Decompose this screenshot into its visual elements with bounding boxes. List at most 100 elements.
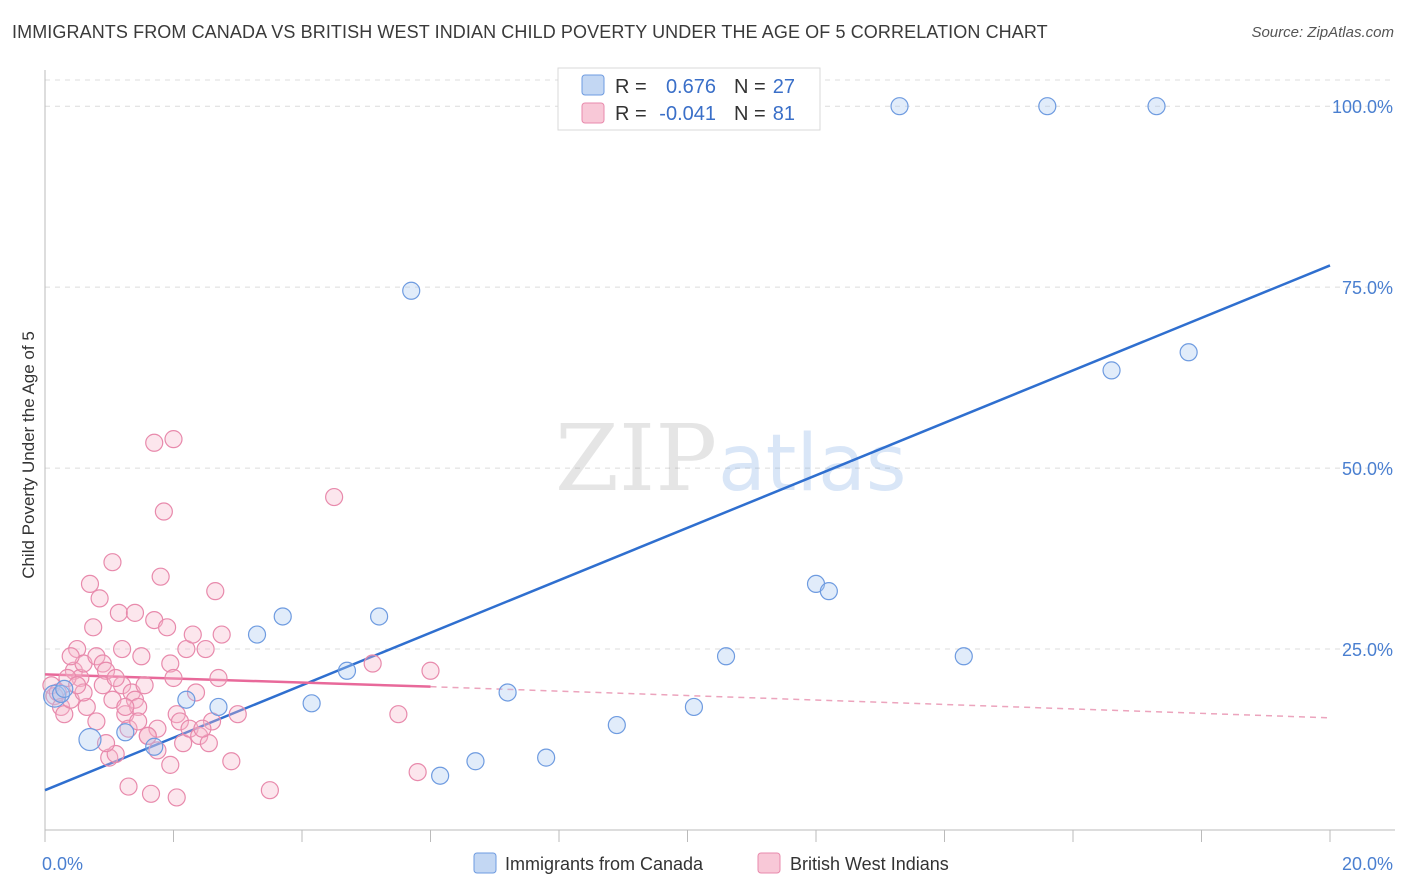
pink-point [129, 712, 148, 731]
pink-point [125, 603, 145, 622]
x-tick-label-min: 0.0% [42, 854, 83, 874]
blue-point [1038, 97, 1057, 116]
x-tick-labels: 0.0% 20.0% [42, 854, 1393, 874]
legend-swatch-blue [581, 74, 605, 96]
blue-point [1179, 343, 1198, 362]
legend-n-label-1: N = [734, 76, 766, 98]
blue-point [716, 647, 736, 666]
blue-point [247, 625, 267, 644]
blue-point [466, 752, 485, 771]
legend-n-value-1: 27 [773, 76, 795, 98]
blue-point [498, 683, 517, 702]
pink-point [209, 668, 228, 688]
legend-n-value-2: 81 [773, 103, 795, 125]
blue-point [819, 582, 838, 601]
pink-point [84, 618, 103, 637]
legend-r-value-1: 0.676 [666, 76, 716, 98]
blue-point [1102, 361, 1121, 380]
pink-point [80, 574, 100, 594]
pink-point [138, 726, 157, 746]
blue-point [954, 647, 973, 666]
pink-point [132, 647, 151, 666]
pink-point [112, 639, 132, 659]
x-tick-label-max: 20.0% [1342, 854, 1393, 874]
pink-point [106, 668, 125, 688]
pink-point [151, 567, 170, 586]
pink-point [109, 603, 128, 622]
trend-line-bwi-solid [44, 673, 431, 688]
blue-point [43, 684, 67, 708]
pink-point [58, 668, 77, 688]
pink-point [129, 697, 148, 717]
pink-point [325, 487, 344, 507]
trend-lines [44, 264, 1331, 792]
y-tick-label-3: 100.0% [1332, 97, 1393, 117]
pink-point [112, 676, 132, 695]
blue-point [55, 679, 74, 698]
pink-point [148, 719, 167, 738]
watermark-atlas: atlas [718, 419, 907, 509]
blue-point [116, 723, 135, 742]
series-immigrants-from-canada [43, 97, 1198, 785]
blue-point [337, 661, 357, 680]
axes [44, 70, 1395, 842]
legend-r-label-2: R = [615, 103, 647, 125]
pink-point [77, 697, 96, 717]
pink-point [167, 788, 186, 807]
pink-point [61, 647, 80, 666]
pink-point [206, 582, 225, 601]
pink-point [141, 784, 161, 803]
pink-point [164, 430, 183, 449]
pink-point [222, 752, 241, 771]
blue-point [302, 694, 321, 713]
bottom-legend-swatch-blue [473, 852, 497, 874]
blue-point [431, 766, 450, 785]
blue-point [370, 607, 389, 626]
grid-lines [45, 79, 1395, 650]
pink-point [421, 661, 440, 680]
series-british-west-indians [42, 430, 440, 807]
pink-point [212, 625, 231, 644]
source-label: Source: ZipAtlas.com [1251, 24, 1394, 41]
pink-point [389, 705, 408, 724]
pink-point [135, 676, 154, 695]
legend-r-value-2: -0.041 [659, 103, 716, 125]
blue-point [51, 684, 71, 704]
pink-point [186, 683, 206, 702]
blue-point [537, 748, 556, 767]
y-tick-label-0: 25.0% [1342, 640, 1393, 660]
pink-point [183, 625, 202, 644]
bottom-legend-label-2: British West Indians [790, 854, 949, 874]
series-legend: Immigrants from Canada British West Indi… [473, 852, 949, 874]
blue-point [402, 281, 421, 300]
pink-point [87, 712, 106, 731]
bottom-legend-label-1: Immigrants from Canada [505, 854, 704, 874]
pink-point [260, 781, 279, 800]
blue-point [209, 697, 228, 717]
pink-point [96, 734, 116, 753]
blue-point [177, 690, 196, 709]
legend-n-label-2: N = [734, 103, 766, 125]
blue-point [145, 737, 164, 756]
legend-r-label-1: R = [615, 76, 647, 98]
trend-line-canada [44, 264, 1331, 792]
pink-point [161, 654, 180, 673]
pink-point [363, 654, 382, 673]
trend-line-bwi-dashed [430, 685, 1331, 719]
pink-point [145, 433, 164, 452]
blue-point [78, 727, 102, 752]
pink-point [103, 553, 122, 572]
blue-point [607, 715, 626, 735]
pink-point [64, 661, 84, 680]
correlation-legend: R = 0.676 N = 27 R = -0.041 N = 81 [557, 67, 821, 131]
pink-point [96, 661, 116, 680]
blue-point [273, 607, 292, 626]
pink-point [408, 762, 427, 782]
pink-point [90, 589, 109, 608]
blue-point [684, 697, 704, 717]
pink-point [119, 777, 138, 796]
pink-point [157, 618, 177, 637]
pink-point [74, 683, 93, 702]
y-tick-label-2: 75.0% [1342, 278, 1393, 298]
